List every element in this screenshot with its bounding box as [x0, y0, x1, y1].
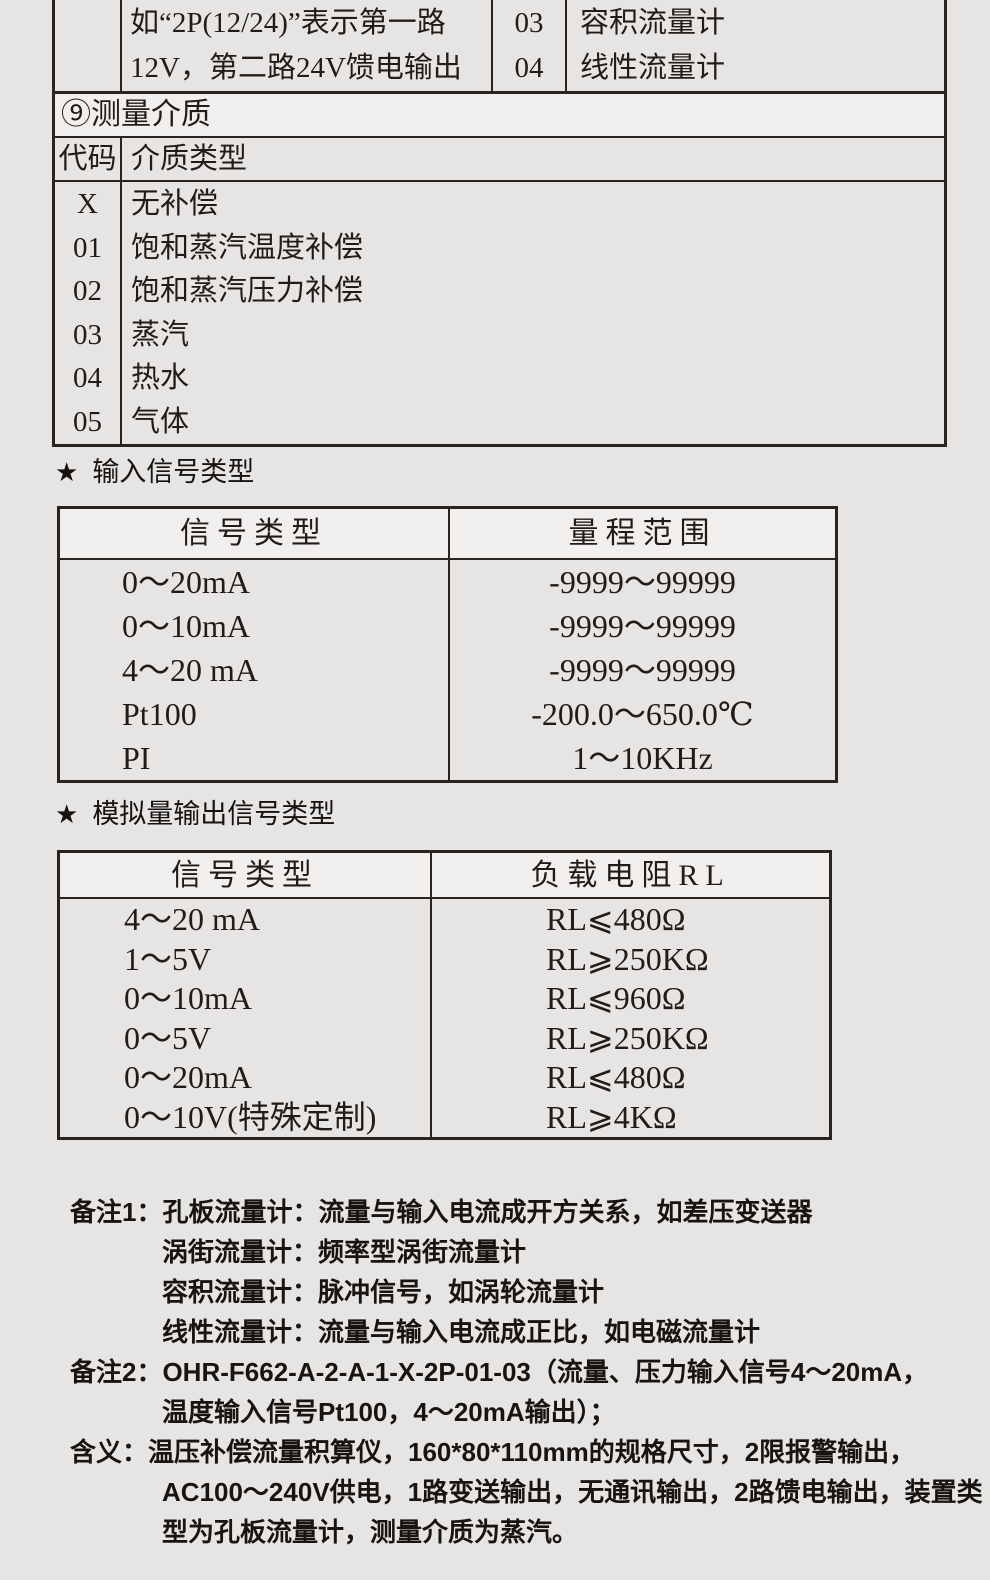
media-code: 04 [73, 362, 102, 395]
output-header-type: 信号类型 [171, 859, 319, 892]
media-code: 02 [73, 275, 102, 308]
output-type: 1～5V [124, 940, 212, 977]
feed-power-note-cell: 如“2P(12/24)”表示第一路 12V，第二路24V馈电输出 [120, 0, 491, 91]
input-range: -9999～99999 [549, 652, 736, 688]
input-range-column: -9999～99999 -9999～99999 -9999～99999 -200… [448, 560, 835, 780]
output-type: 0～5V [124, 1019, 212, 1056]
media-code-column: X 01 02 03 04 05 [55, 182, 120, 444]
note-line: 12V，第二路24V馈电输出 [130, 52, 462, 84]
star-icon: ★ [55, 457, 79, 487]
output-table-body: 4～20 mA 1～5V 0～10mA 0～5V 0～20mA 0～10V(特殊… [60, 899, 829, 1137]
input-type: Pt100 [122, 696, 197, 732]
output-load-column: RL⩽480Ω RL⩾250KΩ RL⩽960Ω RL⩾250KΩ RL⩽480… [430, 899, 829, 1137]
input-table-header: 信号类型 量程范围 [60, 509, 835, 560]
bottom-white-strip [0, 1580, 990, 1596]
input-range: -200.0～650.0℃ [531, 696, 754, 732]
output-load: RL⩽480Ω [546, 901, 686, 937]
input-header-range: 量程范围 [448, 509, 835, 558]
media-code: X [77, 188, 98, 220]
output-load: RL⩽480Ω [546, 1059, 686, 1096]
input-type: 4～20 mA [122, 652, 259, 688]
output-type: 0～20mA [124, 1059, 253, 1096]
media-table-header: 代码 介质类型 [55, 138, 944, 182]
input-type: 0～10mA [122, 608, 251, 644]
device-name: 容积流量计 [580, 7, 726, 39]
output-load: RL⩾250KΩ [546, 940, 709, 977]
input-range: 1～10KHz [572, 740, 713, 776]
output-type: 0～10V(特殊定制) [124, 1098, 377, 1135]
input-type: PI [122, 740, 151, 776]
remark-line: 含义：温压补偿流量积算仪，160*80*110mm的规格尺寸，2限报警输出， [70, 1437, 916, 1467]
media-type: 饱和蒸汽温度补偿 [131, 231, 364, 264]
remark-line: 线性流量计：流量与输入电流成正比，如电磁流量计 [162, 1317, 761, 1347]
media-type: 蒸汽 [131, 318, 190, 351]
media-code: 03 [73, 318, 102, 351]
device-name: 线性流量计 [580, 52, 726, 84]
media-code: 05 [73, 405, 102, 438]
remark-line: 型为孔板流量计，测量介质为蒸汽。 [162, 1517, 579, 1547]
media-section-title: ⑨测量介质 [55, 94, 944, 138]
output-signal-heading-label: 模拟量输出信号类型 [92, 799, 336, 829]
remarks-block: 备注1：孔板流量计：流量与输入电流成开方关系，如差压变送器 涡街流量计：频率型涡… [70, 1192, 983, 1552]
media-type: 气体 [131, 405, 190, 438]
output-type: 0～10mA [124, 980, 253, 1017]
output-header-load: 负载电阻RL [430, 853, 829, 897]
input-range: -9999～99999 [549, 564, 736, 600]
output-type: 4～20 mA [124, 901, 261, 937]
output-table-header: 信号类型 负载电阻RL [60, 853, 829, 899]
output-load: RL⩽960Ω [546, 980, 686, 1017]
output-load: RL⩾250KΩ [546, 1019, 709, 1056]
device-code: 03 [514, 7, 544, 39]
input-signal-table: 信号类型 量程范围 0～20mA 0～10mA 4～20 mA Pt100 PI… [57, 506, 838, 783]
device-name-cell: 容积流量计 线性流量计 [565, 0, 944, 91]
input-signal-heading-label: 输入信号类型 [92, 457, 255, 487]
output-load: RL⩾4KΩ [546, 1098, 677, 1135]
device-code-cell: 03 04 [491, 0, 565, 91]
remark-line: AC100～240V供电，1路变送输出，无通讯输出，2路馈电输出，装置类 [162, 1477, 983, 1507]
ordering-code-table: 如“2P(12/24)”表示第一路 12V，第二路24V馈电输出 03 04 容… [52, 0, 947, 447]
media-header-code: 代码 [58, 143, 117, 175]
note-line: 如“2P(12/24)”表示第一路 [130, 7, 446, 39]
media-header-type: 介质类型 [120, 138, 944, 180]
output-type-column: 4～20 mA 1～5V 0～10mA 0～5V 0～20mA 0～10V(特殊… [60, 899, 430, 1137]
media-type: 热水 [131, 362, 190, 395]
star-icon: ★ [55, 799, 79, 829]
remark-line: 备注1：孔板流量计：流量与输入电流成开方关系，如差压变送器 [70, 1197, 813, 1227]
media-table-body: X 01 02 03 04 05 无补偿 饱和蒸汽温度补偿 饱和蒸汽压力补偿 蒸… [55, 182, 944, 444]
input-table-body: 0～20mA 0～10mA 4～20 mA Pt100 PI -9999～999… [60, 560, 835, 780]
input-header-type: 信号类型 [180, 517, 328, 550]
remark-line: 涡街流量计：频率型涡街流量计 [162, 1237, 527, 1267]
output-signal-heading: ★ 模拟量输出信号类型 [55, 798, 335, 830]
empty-code-cell [55, 0, 120, 91]
output-signal-table: 信号类型 负载电阻RL 4～20 mA 1～5V 0～10mA 0～5V 0～2… [57, 850, 832, 1140]
remark-line: 温度输入信号Pt100，4～20mA输出）； [162, 1397, 616, 1427]
input-range: -9999～99999 [549, 608, 736, 644]
remark-line: 容积流量计：脉冲信号，如涡轮流量计 [162, 1277, 605, 1307]
input-type: 0～20mA [122, 564, 251, 600]
media-type: 饱和蒸汽压力补偿 [131, 275, 364, 308]
input-type-column: 0～20mA 0～10mA 4～20 mA Pt100 PI [60, 560, 448, 780]
input-signal-heading: ★ 输入信号类型 [55, 456, 254, 488]
media-type-column: 无补偿 饱和蒸汽温度补偿 饱和蒸汽压力补偿 蒸汽 热水 气体 [120, 182, 944, 444]
media-type: 无补偿 [131, 188, 219, 220]
remark-line: 备注2：OHR-F662-A-2-A-1-X-2P-01-03（流量、压力输入信… [70, 1357, 929, 1387]
feed-power-note-row: 如“2P(12/24)”表示第一路 12V，第二路24V馈电输出 03 04 容… [55, 0, 944, 94]
media-code: 01 [73, 231, 102, 264]
device-code: 04 [514, 52, 544, 84]
